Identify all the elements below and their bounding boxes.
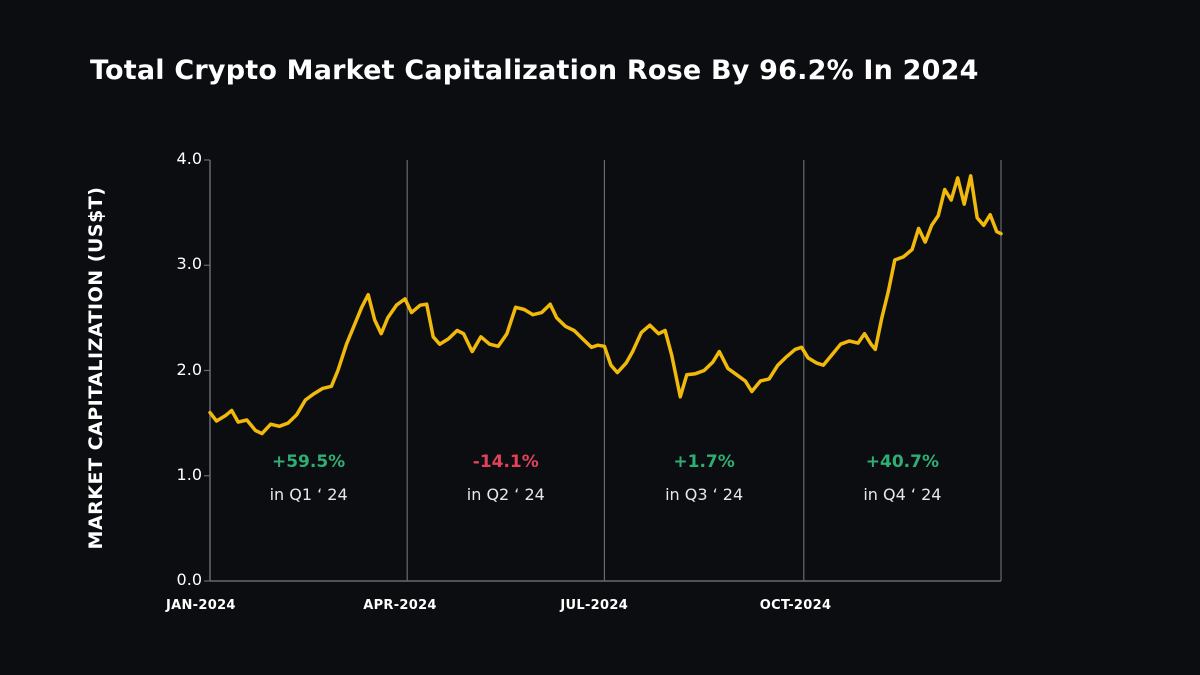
quarter-change-value: +59.5% xyxy=(271,452,346,472)
quarter-change-label: in Q2 ‘ 24 xyxy=(466,485,545,504)
y-tick-label: 3.0 xyxy=(176,254,202,274)
quarter-change-value: +1.7% xyxy=(673,452,735,472)
axes xyxy=(204,159,1001,582)
chart-title: Total Crypto Market Capitalization Rose … xyxy=(90,55,979,86)
y-tick-label: 4.0 xyxy=(176,149,202,168)
quarter-change-label: in Q3 ‘ 24 xyxy=(665,485,744,504)
y-tick-label: 1.0 xyxy=(176,464,202,484)
series-line-market-cap xyxy=(208,174,1003,436)
y-tick-label: 0.0 xyxy=(176,570,202,589)
quarter-change-value: -14.1% xyxy=(472,452,539,472)
quarter-change-label: in Q1 ‘ 24 xyxy=(269,485,348,504)
y-tick-label: 2.0 xyxy=(176,359,202,379)
y-axis-label: MARKET CAPITALIZATION (US$T) xyxy=(85,186,107,550)
grid-lines xyxy=(406,160,1002,581)
quarter-change-label: in Q4 ‘ 24 xyxy=(863,485,942,504)
quarter-change-value: +40.7% xyxy=(865,452,939,472)
x-tick-label: JAN-2024 xyxy=(166,598,236,613)
x-tick-label: OCT-2024 xyxy=(759,598,832,613)
x-tick-label: JUL-2024 xyxy=(560,598,629,613)
x-tick-label: APR-2024 xyxy=(363,598,437,613)
